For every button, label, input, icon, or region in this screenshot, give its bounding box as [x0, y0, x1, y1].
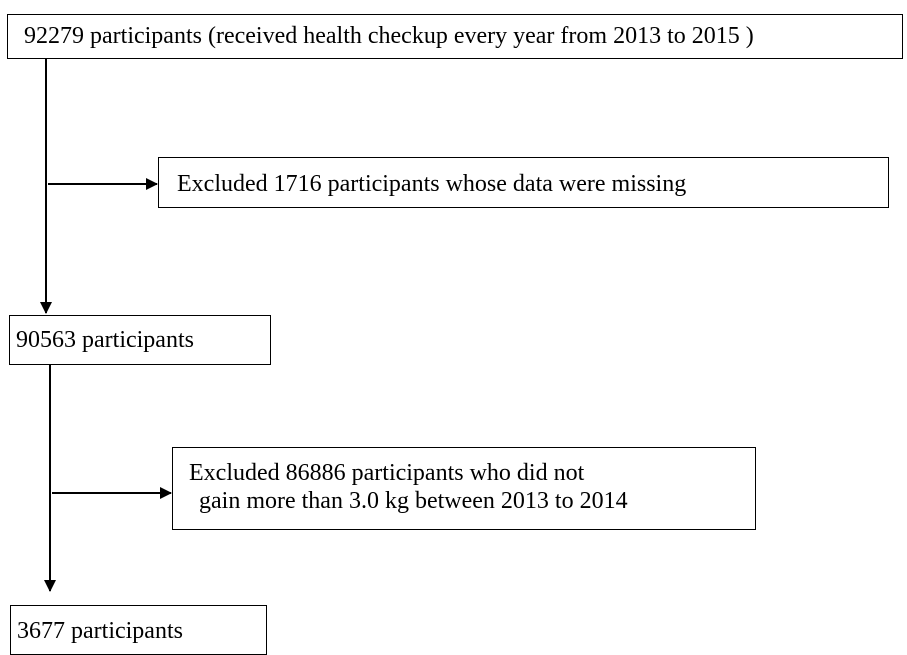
- exclusion1-box: Excluded 1716 participants whose data we…: [158, 157, 889, 208]
- exclusion2-line2: gain more than 3.0 kg between 2013 to 20…: [199, 488, 628, 514]
- start-text: 92279 participants (received health chec…: [24, 23, 754, 49]
- exclusion2-line1: Excluded 86886 participants who did not: [189, 460, 585, 486]
- final-box: 3677 participants: [10, 605, 267, 655]
- final-text: 3677 participants: [17, 618, 183, 644]
- exclusion1-text: Excluded 1716 participants whose data we…: [177, 171, 687, 197]
- exclusion2-box: Excluded 86886 participants who did not …: [172, 447, 756, 530]
- step2-text: 90563 participants: [16, 327, 194, 353]
- start-box: 92279 participants (received health chec…: [7, 14, 903, 59]
- step2-box: 90563 participants: [9, 315, 271, 365]
